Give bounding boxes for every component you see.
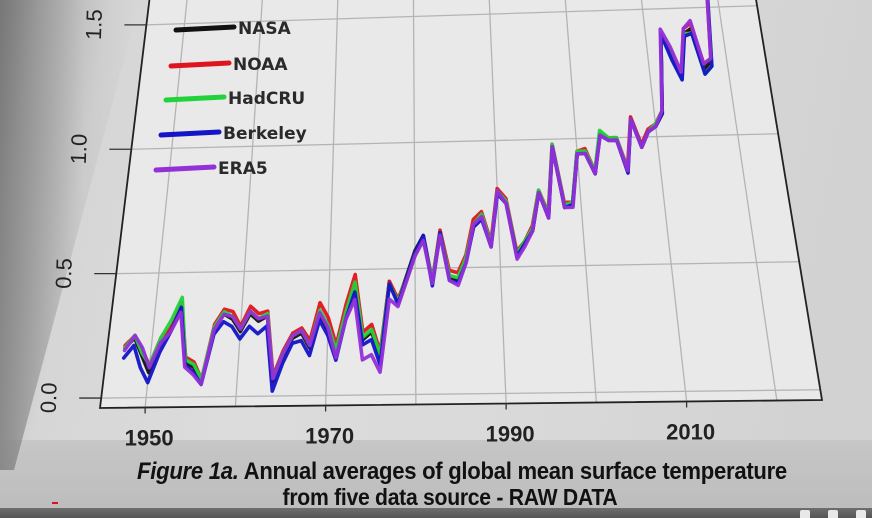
x-tick-label: 2010 (666, 420, 715, 445)
gridline-h (131, 133, 779, 150)
video-player-bar[interactable] (0, 508, 872, 518)
legend-label: ERA5 (218, 159, 268, 179)
legend-label: NOAA (233, 55, 288, 75)
progress-marker (52, 502, 58, 504)
player-controls (800, 510, 866, 518)
legend-swatch (173, 24, 237, 33)
figure-caption-line2: from five data source - RAW DATA (282, 484, 618, 510)
gridline-v (412, 0, 417, 405)
plot-area: 0.0 0.5 1.0 1.5 1950 1970 1990 2010 NASA NOAA HadC… (36, 0, 824, 451)
series-line-era5 (122, 0, 713, 387)
gridline-h (146, 5, 758, 26)
gridline-v (717, 0, 778, 401)
x-tick-label: 1950 (125, 426, 174, 451)
settings-gear-icon[interactable] (800, 510, 810, 518)
fullscreen-icon[interactable] (856, 510, 866, 518)
axis-frame (98, 0, 824, 409)
legend-label: NASA (238, 19, 292, 39)
gridline-v (564, 0, 598, 403)
subtitles-icon[interactable] (828, 510, 838, 518)
legend-swatch (153, 164, 217, 173)
caption-text-line1: Annual averages of global mean surface t… (243, 458, 788, 485)
gridline-v (640, 0, 688, 402)
gridline-h (101, 389, 821, 399)
series-line-noaa (123, 0, 713, 382)
legend-label: HadCRU (228, 89, 305, 109)
legend-swatch (168, 60, 232, 69)
gridline-h (116, 261, 800, 275)
caption-background (0, 440, 872, 510)
figure-caption-line1: Figure 1a. Annual averages of global mea… (61, 458, 863, 486)
y-tick-label: 0.0 (36, 382, 62, 413)
y-tick-label: 1.0 (66, 133, 92, 164)
legend-swatch (158, 129, 222, 138)
plot-background (100, 0, 822, 408)
x-tick-label: 1970 (305, 424, 354, 449)
y-tick-label: 0.5 (51, 258, 77, 289)
x-tick-label: 1990 (486, 422, 535, 447)
gridline-v (144, 0, 188, 408)
caption-prefix: Figure 1a. (137, 458, 239, 485)
legend-label: Berkeley (223, 124, 307, 144)
y-tick-label: 1.5 (81, 9, 107, 40)
legend-swatch (163, 94, 227, 103)
